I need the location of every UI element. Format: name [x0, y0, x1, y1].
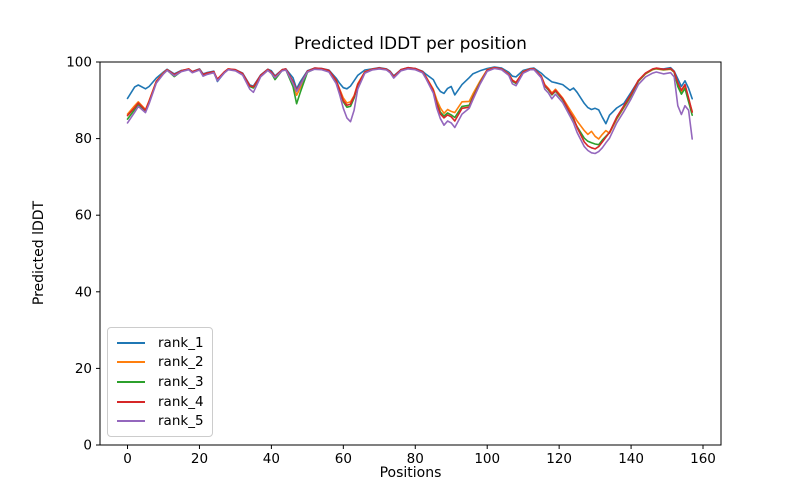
- x-tick-label: 80: [407, 451, 424, 467]
- x-axis-label: Positions: [379, 465, 442, 481]
- y-tick-label: 20: [75, 361, 92, 377]
- legend-line-sample: [117, 420, 145, 423]
- x-tick-label: 60: [335, 451, 352, 467]
- y-tick-label: 0: [83, 438, 92, 454]
- legend-label: rank_2: [158, 354, 204, 371]
- legend: rank_1 rank_2 rank_3 rank_4 rank_5: [107, 327, 213, 437]
- y-tick-label: 40: [75, 284, 92, 300]
- legend-label: rank_1: [158, 334, 204, 351]
- x-tick-label: 100: [474, 451, 500, 467]
- x-tick-label: 160: [690, 451, 716, 467]
- legend-label: rank_3: [158, 373, 204, 390]
- y-tick-label: 80: [75, 131, 92, 147]
- legend-label: rank_4: [158, 393, 204, 410]
- legend-row-rank_5: rank_5: [117, 413, 204, 430]
- legend-row-rank_2: rank_2: [117, 354, 204, 371]
- legend-row-rank_3: rank_3: [117, 373, 204, 390]
- legend-line-sample: [117, 380, 145, 383]
- legend-label: rank_5: [158, 413, 204, 430]
- y-tick-label: 60: [75, 208, 92, 224]
- legend-line-sample: [117, 400, 145, 403]
- chart-title: Predicted lDDT per position: [294, 34, 527, 54]
- legend-line-sample: [117, 341, 145, 344]
- series-line-rank_5: [126, 67, 694, 155]
- legend-row-rank_4: rank_4: [117, 393, 204, 410]
- x-tick-label: 20: [191, 451, 208, 467]
- legend-line-sample: [117, 361, 145, 364]
- x-tick-label: 120: [546, 451, 572, 467]
- y-tick-label: 100: [66, 55, 92, 71]
- legend-row-rank_1: rank_1: [117, 334, 204, 351]
- x-tick-label: 40: [263, 451, 280, 467]
- x-tick-label: 140: [618, 451, 644, 467]
- x-tick-label: 0: [123, 451, 132, 467]
